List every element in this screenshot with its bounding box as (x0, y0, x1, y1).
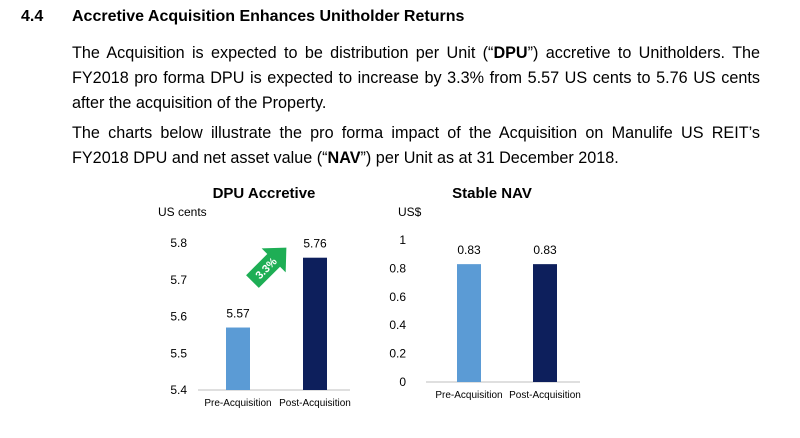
dpu-y-tick-label: 5.5 (170, 346, 187, 360)
nav-chart-title: Stable NAV (452, 185, 532, 202)
paragraph-bold-term: DPU (493, 44, 528, 62)
nav-bar-post (533, 264, 557, 382)
nav-bar-pre (457, 264, 481, 382)
nav-data-label: 0.83 (457, 243, 481, 257)
growth-arrow-shape (246, 247, 287, 288)
paragraph-text: ”) accretive to Unitholders. The FY2018 … (72, 44, 760, 112)
dpu-y-tick-label: 5.8 (170, 236, 187, 250)
nav-y-tick-label: 0.2 (389, 347, 406, 361)
nav-y-tick-label: 1 (399, 233, 406, 247)
paragraph-bold-term: NAV (327, 149, 361, 167)
paragraph-text: The charts below illustrate the pro form… (72, 124, 760, 167)
dpu-y-tick-label: 5.7 (170, 273, 187, 287)
dpu-category-label: Post-Acquisition (279, 398, 351, 409)
dpu-data-label: 5.76 (303, 237, 327, 251)
paragraph-text: The Acquisition is expected to be distri… (72, 44, 494, 62)
nav-y-tick-label: 0.4 (389, 318, 406, 332)
section-number: 4.4 (21, 8, 44, 25)
paragraph-text: ”) per Unit as at 31 December 2018. (360, 149, 619, 167)
dpu-y-tick-label: 5.4 (170, 383, 187, 397)
paragraph-chart-intro: The charts below illustrate the pro form… (72, 121, 760, 171)
dpu-bar-post (303, 257, 327, 390)
dpu-data-label: 5.57 (226, 307, 250, 321)
paragraph-dpu-accretion: The Acquisition is expected to be distri… (72, 41, 760, 116)
nav-category-label: Pre-Acquisition (435, 390, 502, 401)
nav-category-label: Post-Acquisition (509, 390, 581, 401)
nav-data-label: 0.83 (533, 243, 557, 257)
dpu-bar-pre (226, 327, 250, 390)
dpu-chart-title: DPU Accretive (213, 185, 316, 202)
nav-y-axis-unit: US$ (398, 205, 422, 219)
dpu-y-axis-unit: US cents (158, 205, 207, 219)
nav-y-tick-label: 0.6 (389, 290, 406, 304)
growth-arrow-icon: 3.3% (246, 247, 287, 288)
nav-y-tick-label: 0 (399, 375, 406, 389)
dpu-category-label: Pre-Acquisition (204, 398, 271, 409)
section-title: Accretive Acquisition Enhances Unitholde… (72, 8, 465, 25)
nav-y-tick-label: 0.8 (389, 261, 406, 275)
dpu-y-tick-label: 5.6 (170, 310, 187, 324)
